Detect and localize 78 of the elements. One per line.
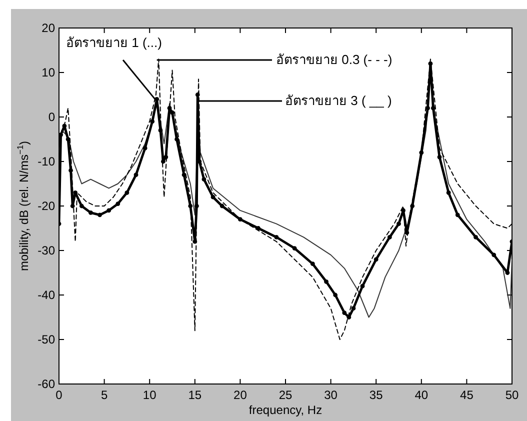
point [106, 208, 112, 213]
point [160, 159, 166, 164]
x-tick-label: 5 [100, 388, 108, 402]
point [158, 128, 163, 133]
x-tick-label: 40 [414, 388, 428, 402]
point [88, 210, 93, 215]
point [505, 270, 510, 275]
x-tick-label: 50 [505, 388, 519, 402]
point [164, 154, 168, 160]
point [154, 97, 160, 102]
y-tick-label: 20 [42, 21, 56, 35]
point [174, 137, 179, 142]
point [256, 226, 261, 230]
y-tick-label: -40 [38, 288, 56, 302]
point [220, 204, 224, 208]
y-tick-label: -20 [38, 199, 56, 213]
point [98, 212, 102, 218]
point [142, 146, 148, 150]
point [66, 137, 70, 142]
y-tick-label: 10 [42, 66, 56, 80]
y-tick-label: -30 [38, 244, 56, 258]
point [70, 204, 75, 208]
point [492, 252, 496, 258]
y-tick-label: 0 [48, 110, 56, 124]
point [274, 234, 279, 240]
point [396, 222, 401, 226]
point [192, 239, 198, 244]
x-tick-label: 25 [278, 388, 292, 402]
point [401, 208, 406, 213]
point [428, 61, 433, 66]
point [59, 132, 64, 137]
point [310, 262, 315, 266]
point [202, 177, 206, 182]
annotation: อัตราขยาย 0.3 (- - -) [276, 52, 392, 68]
point [170, 110, 174, 115]
point [446, 190, 451, 195]
point [134, 172, 138, 178]
point [73, 190, 78, 195]
point [374, 257, 378, 262]
point [410, 204, 415, 208]
point [333, 292, 338, 298]
annotation: อัตราขยาย 1 (...) [66, 35, 162, 50]
y-tick-label: -10 [38, 154, 56, 168]
point [188, 204, 193, 208]
point [426, 106, 430, 110]
point [342, 310, 347, 315]
x-axis-title: frequency, Hz [248, 403, 322, 417]
point [194, 204, 199, 208]
point [324, 279, 328, 284]
point [150, 119, 155, 124]
point [124, 190, 130, 195]
x-tick-label: 15 [188, 388, 202, 402]
point [167, 106, 172, 110]
point [474, 234, 478, 240]
x-tick-label: 35 [369, 388, 384, 402]
x-tick-label: 10 [142, 388, 157, 402]
y-tick-label: -50 [38, 332, 56, 346]
point [116, 202, 120, 206]
point [404, 230, 410, 235]
y-tick-label: -60 [38, 377, 56, 391]
point [430, 106, 436, 110]
x-tick-label: 20 [234, 388, 248, 402]
point [68, 168, 73, 173]
annotation: อัตราขยาย 3 ( __ ) [285, 92, 392, 108]
point [292, 246, 297, 250]
x-tick-label: 30 [324, 388, 338, 402]
point [387, 234, 392, 240]
x-tick-label: 45 [460, 388, 474, 402]
point [437, 154, 442, 160]
point [455, 212, 460, 218]
point [238, 217, 242, 222]
point [79, 204, 84, 208]
point [210, 194, 216, 200]
point [351, 306, 356, 311]
point [182, 172, 186, 178]
point [360, 284, 365, 288]
point [419, 150, 424, 155]
point [195, 92, 200, 97]
